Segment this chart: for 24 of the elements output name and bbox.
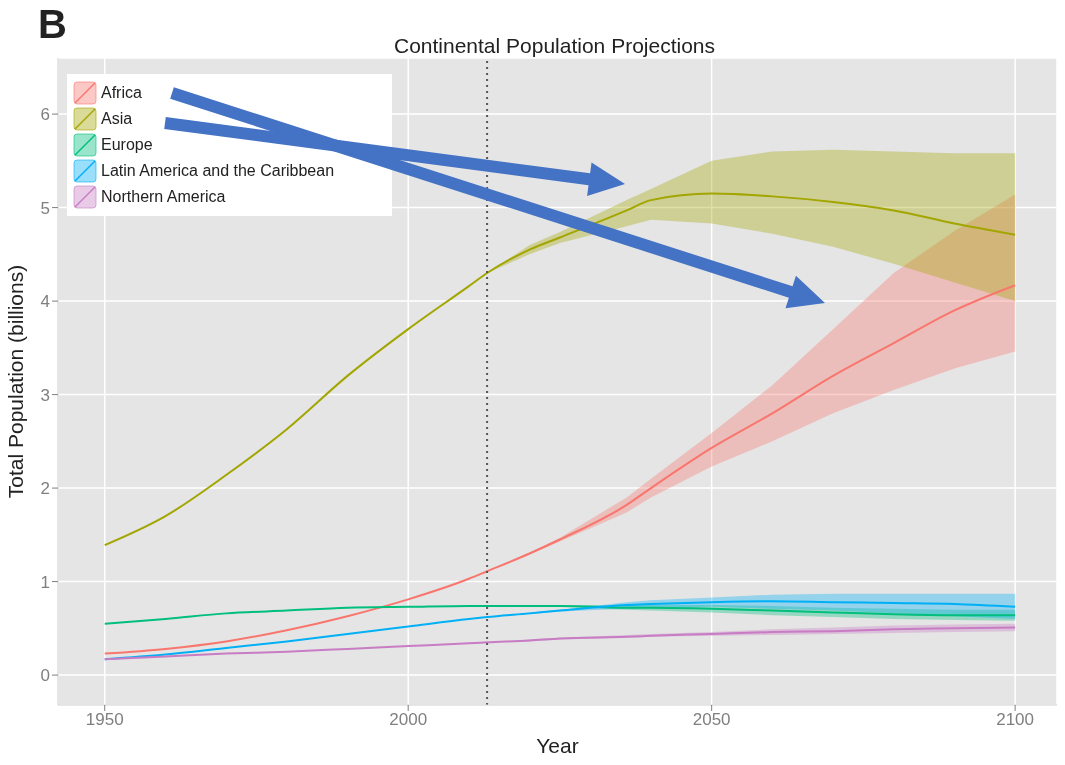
legend-label: Latin America and the Caribbean [101, 162, 335, 180]
y-tick-label: 3 [40, 385, 50, 405]
chart-title: Continental Population Projections [393, 34, 716, 57]
line-series [103, 192, 1017, 547]
x-tick-label: 2050 [692, 710, 731, 730]
y-tick-label: 1 [40, 572, 50, 592]
y-tick-label: 0 [40, 666, 50, 686]
legend-label: Northern America [101, 188, 226, 206]
x-axis-title: Year [536, 734, 579, 757]
line-series [103, 604, 1017, 625]
x-tick-label: 2100 [996, 710, 1035, 730]
x-tick-label: 2000 [389, 710, 428, 730]
legend-label: Africa [101, 84, 142, 102]
y-tick-label: 2 [40, 479, 50, 499]
y-axis-title: Total Population (billions) [4, 264, 28, 499]
line-series [103, 626, 1017, 661]
legend-label: Europe [101, 136, 153, 154]
line-series [103, 284, 1017, 655]
y-tick-label: 6 [40, 105, 50, 125]
x-tick-label: 1950 [85, 710, 124, 730]
text: B [38, 2, 67, 47]
y-tick-label: 4 [40, 292, 50, 312]
legend-label: Asia [101, 110, 133, 128]
y-tick-label: 5 [40, 198, 50, 218]
